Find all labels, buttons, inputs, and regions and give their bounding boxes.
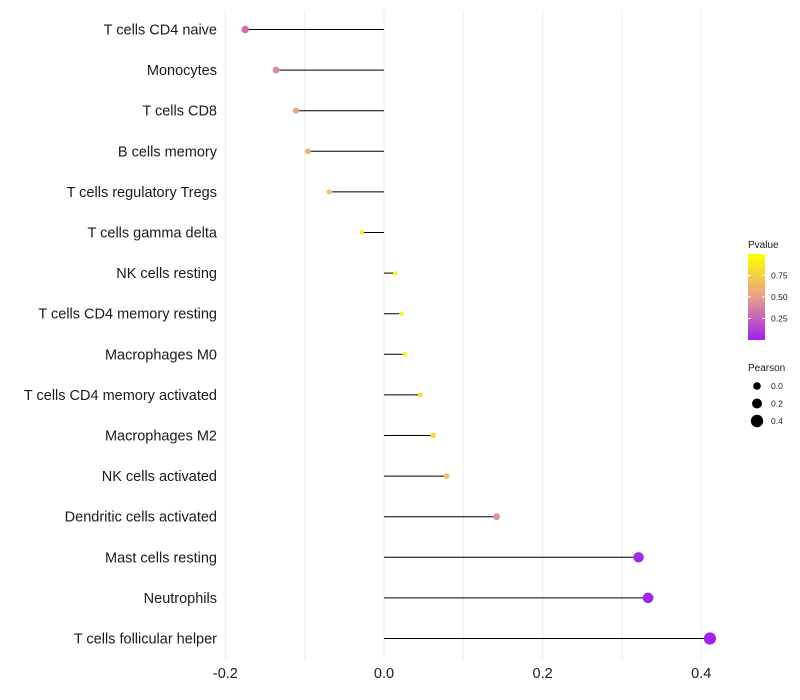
pearson-legend: Pearson 0.0 0.2 0.4 (748, 363, 785, 428)
label-b-cells-memory: B cells memory (118, 144, 218, 160)
x-tick-label: 0.0 (374, 666, 394, 682)
point-dendritic-cells-activated (493, 513, 501, 521)
point-nk-cells-resting (392, 270, 398, 276)
x-tick-label: -0.2 (213, 666, 238, 682)
pearson-size-label: 0.2 (771, 399, 783, 409)
point-neutrophils (642, 592, 654, 604)
label-t-cells-cd4-memory-activated: T cells CD4 memory activated (24, 388, 217, 404)
point-macrophages-m0 (402, 352, 407, 357)
lollipop-stems (245, 29, 710, 639)
label-t-cells-cd8: T cells CD8 (142, 104, 217, 120)
label-t-cells-cd4-naive: T cells CD4 naive (104, 23, 217, 39)
pearson-size-key (753, 382, 761, 390)
label-monocytes: Monocytes (147, 63, 217, 79)
pearson-legend-title: Pearson (748, 363, 785, 374)
label-macrophages-m0: Macrophages M0 (105, 347, 217, 363)
label-nk-cells-resting: NK cells resting (116, 266, 217, 282)
pearson-size-key (750, 414, 764, 428)
x-tick-label: 0.4 (691, 666, 711, 682)
pvalue-colorbar (748, 254, 765, 340)
label-macrophages-m2: Macrophages M2 (105, 429, 217, 445)
pvalue-tick-label: 0.75 (771, 271, 788, 281)
label-dendritic-cells-activated: Dendritic cells activated (65, 510, 217, 526)
pearson-size-label: 0.0 (771, 381, 783, 391)
point-t-cells-cd8 (292, 107, 300, 114)
label-neutrophils: Neutrophils (144, 591, 217, 607)
label-t-cells-gamma-delta: T cells gamma delta (88, 226, 218, 242)
point-t-cells-regulatory-tregs (326, 189, 332, 195)
point-nk-cells-activated (443, 473, 450, 479)
pearson-size-key (752, 398, 762, 409)
point-t-cells-follicular-helper (703, 632, 717, 645)
pvalue-legend-title: Pvalue (748, 240, 779, 251)
category-labels: T cells CD4 naive Monocytes T cells CD8 B c… (24, 23, 218, 648)
label-mast-cells-resting: Mast cells resting (105, 550, 217, 566)
point-b-cells-memory (304, 148, 311, 155)
pvalue-tick-label: 0.25 (771, 314, 788, 324)
point-monocytes (272, 66, 280, 74)
point-t-cells-cd4-naive (241, 25, 249, 34)
label-t-cells-follicular-helper: T cells follicular helper (74, 632, 217, 648)
label-t-cells-cd4-memory-resting: T cells CD4 memory resting (38, 307, 217, 323)
point-t-cells-cd4-memory-activated (418, 392, 423, 398)
pvalue-tick-label: 0.50 (771, 292, 788, 302)
pearson-size-label: 0.4 (771, 416, 783, 426)
point-mast-cells-resting (633, 552, 644, 563)
x-axis-tick-labels: -0.2 0.0 0.2 0.4 (213, 666, 711, 682)
pvalue-legend: Pvalue 0.75 0.50 0.25 (748, 240, 788, 340)
lollipop-points (241, 25, 717, 645)
label-t-cells-regulatory-tregs: T cells regulatory Tregs (67, 185, 217, 201)
x-tick-label: 0.2 (533, 666, 553, 682)
gridlines (224, 10, 702, 660)
label-nk-cells-activated: NK cells activated (102, 469, 217, 485)
point-macrophages-m2 (430, 432, 436, 439)
point-t-cells-gamma-delta (359, 230, 365, 235)
point-t-cells-cd4-memory-resting (399, 311, 404, 316)
